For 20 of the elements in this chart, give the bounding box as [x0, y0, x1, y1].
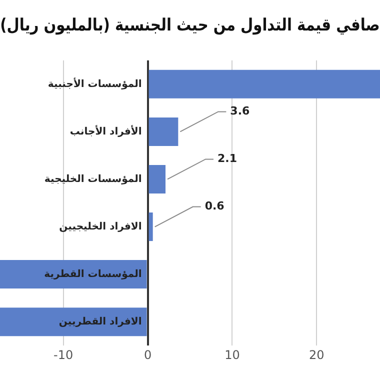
x-tick-label: 0: [144, 348, 152, 362]
bar: [148, 164, 166, 194]
bar: [148, 117, 178, 146]
y-tick-label: المؤسسات الخليجية: [44, 174, 142, 185]
y-tick-label: المؤسسات الأجنبية: [48, 76, 142, 90]
y-tick-label: الافراد الخليجيين: [59, 221, 142, 232]
bar: [148, 70, 380, 98]
data-label: 2.1: [218, 152, 238, 166]
data-label: 3.6: [230, 104, 250, 118]
y-tick-label: الافراد القطريين: [58, 316, 142, 328]
x-tick-label: -10: [54, 348, 74, 362]
x-tick-label: 10: [224, 348, 240, 362]
chart-title: صافي قيمة التداول من حيث الجنسية (بالمليون ريال): [0, 14, 380, 35]
x-tick-label: 20: [309, 348, 324, 362]
bar: [0, 260, 147, 289]
y-tick-label: المؤسسات القطرية: [44, 268, 142, 280]
bar: [0, 308, 147, 336]
data-label: 0.6: [204, 200, 225, 213]
bar: [148, 212, 153, 242]
y-tick-label: الأفراد الأجانب: [70, 124, 142, 138]
